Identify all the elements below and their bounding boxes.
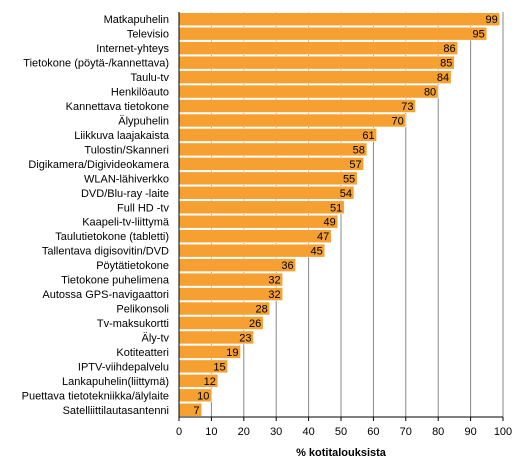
category-label: Tv-maksukortti <box>97 318 169 330</box>
category-label: Digikamera/Digivideokamera <box>28 159 169 171</box>
bar <box>178 258 296 272</box>
bar <box>178 41 458 55</box>
value-label: 57 <box>349 159 361 171</box>
bar <box>178 113 407 128</box>
bar <box>178 55 455 70</box>
x-tick-label: 20 <box>238 426 250 438</box>
category-label: Puettava tietotekniikka/älylaite <box>22 390 169 402</box>
value-label: 58 <box>353 144 365 156</box>
bar <box>178 84 439 99</box>
bar <box>178 157 364 171</box>
value-label: 10 <box>197 390 209 402</box>
value-label: 99 <box>486 14 498 26</box>
value-label: 32 <box>268 289 280 301</box>
x-tick-label: 100 <box>494 426 512 438</box>
x-tick-label: 50 <box>335 426 347 438</box>
value-label: 45 <box>311 246 323 258</box>
category-label: Televisio <box>127 29 169 41</box>
value-label: 86 <box>443 43 455 55</box>
category-label: DVD/Blu-ray -laite <box>81 188 169 200</box>
x-tick-label: 70 <box>400 426 412 438</box>
value-label: 51 <box>330 202 342 214</box>
bar <box>178 171 358 186</box>
value-label: 15 <box>213 361 225 373</box>
value-label: 36 <box>281 260 293 272</box>
value-label: 55 <box>343 173 355 185</box>
category-label: WLAN-lähiverkko <box>84 173 169 185</box>
x-axis: 0 10 20 30 40 50 60 70 80 90 100 <box>176 12 512 438</box>
value-label: 12 <box>204 376 216 388</box>
bar <box>178 12 501 27</box>
bars <box>178 12 501 417</box>
bar <box>178 272 283 287</box>
value-label: 19 <box>226 347 238 359</box>
category-label: Henkilöauto <box>111 87 169 99</box>
value-label: 28 <box>255 304 267 316</box>
x-tick-label: 10 <box>205 426 217 438</box>
value-labels: 9995868584807370615857555451494745363232… <box>194 14 498 417</box>
value-label: 23 <box>239 332 251 344</box>
category-label: Internet-yhteys <box>96 43 169 55</box>
value-label: 32 <box>268 275 280 287</box>
category-label: Pöytätietokone <box>96 260 169 272</box>
category-label: Full HD -tv <box>117 202 169 214</box>
value-label: 85 <box>440 58 452 70</box>
category-label: Liikkuva laajakaista <box>74 130 170 142</box>
category-label: Kannettava tietokone <box>66 101 169 113</box>
x-tick-label: 90 <box>464 426 476 438</box>
x-axis-title: % kotitalouksista <box>296 447 387 459</box>
category-label: Autossa GPS-navigaattori <box>42 289 169 301</box>
x-tick-label: 60 <box>367 426 379 438</box>
bar <box>178 70 452 84</box>
value-label: 80 <box>424 87 436 99</box>
bar <box>178 128 377 142</box>
x-tick-label: 30 <box>270 426 282 438</box>
category-label: Tulostin/Skanneri <box>84 144 169 156</box>
bar <box>178 26 488 41</box>
category-label: Matkapuhelin <box>104 14 169 26</box>
category-label: Kaapeli-tv-liittymä <box>82 217 170 229</box>
x-tick-label: 40 <box>302 426 314 438</box>
category-label: Lankapuhelin(liittymä) <box>62 376 169 388</box>
bar <box>178 214 339 229</box>
category-label: Äly-tv <box>142 332 170 344</box>
category-label: IPTV-viihdepalvelu <box>78 361 169 373</box>
value-label: 49 <box>324 217 336 229</box>
category-label: Tietokone (pöytä-/kannettava) <box>23 58 169 70</box>
category-label: Kotiteatteri <box>116 347 169 359</box>
value-label: 73 <box>401 101 413 113</box>
category-label: Tietokone puhelimena <box>61 275 170 287</box>
bar <box>178 287 283 301</box>
value-label: 47 <box>317 231 329 243</box>
bar <box>178 99 416 113</box>
bar <box>178 200 345 215</box>
x-tick-label: 0 <box>176 426 182 438</box>
category-labels: Matkapuhelin Televisio Internet-yhteys Tiet… <box>22 14 170 417</box>
category-label: Älypuhelin <box>118 115 169 127</box>
value-label: 61 <box>362 130 374 142</box>
bar <box>178 185 355 200</box>
value-label: 95 <box>473 29 485 41</box>
bar <box>178 142 368 157</box>
category-label: Taulu-tv <box>130 72 169 84</box>
bar <box>178 243 326 258</box>
category-label: Pelikonsoli <box>116 304 169 316</box>
value-label: 26 <box>249 318 261 330</box>
category-label: Taulutietokone (tabletti) <box>55 231 169 243</box>
value-label: 7 <box>194 405 200 417</box>
category-label: Tallentava digisovitin/DVD <box>42 246 169 258</box>
category-label: Satelliittilautasantenni <box>63 405 169 417</box>
value-label: 70 <box>392 115 404 127</box>
value-label: 54 <box>340 188 352 200</box>
value-label: 84 <box>437 72 449 84</box>
bar <box>178 229 332 244</box>
x-tick-label: 80 <box>432 426 444 438</box>
